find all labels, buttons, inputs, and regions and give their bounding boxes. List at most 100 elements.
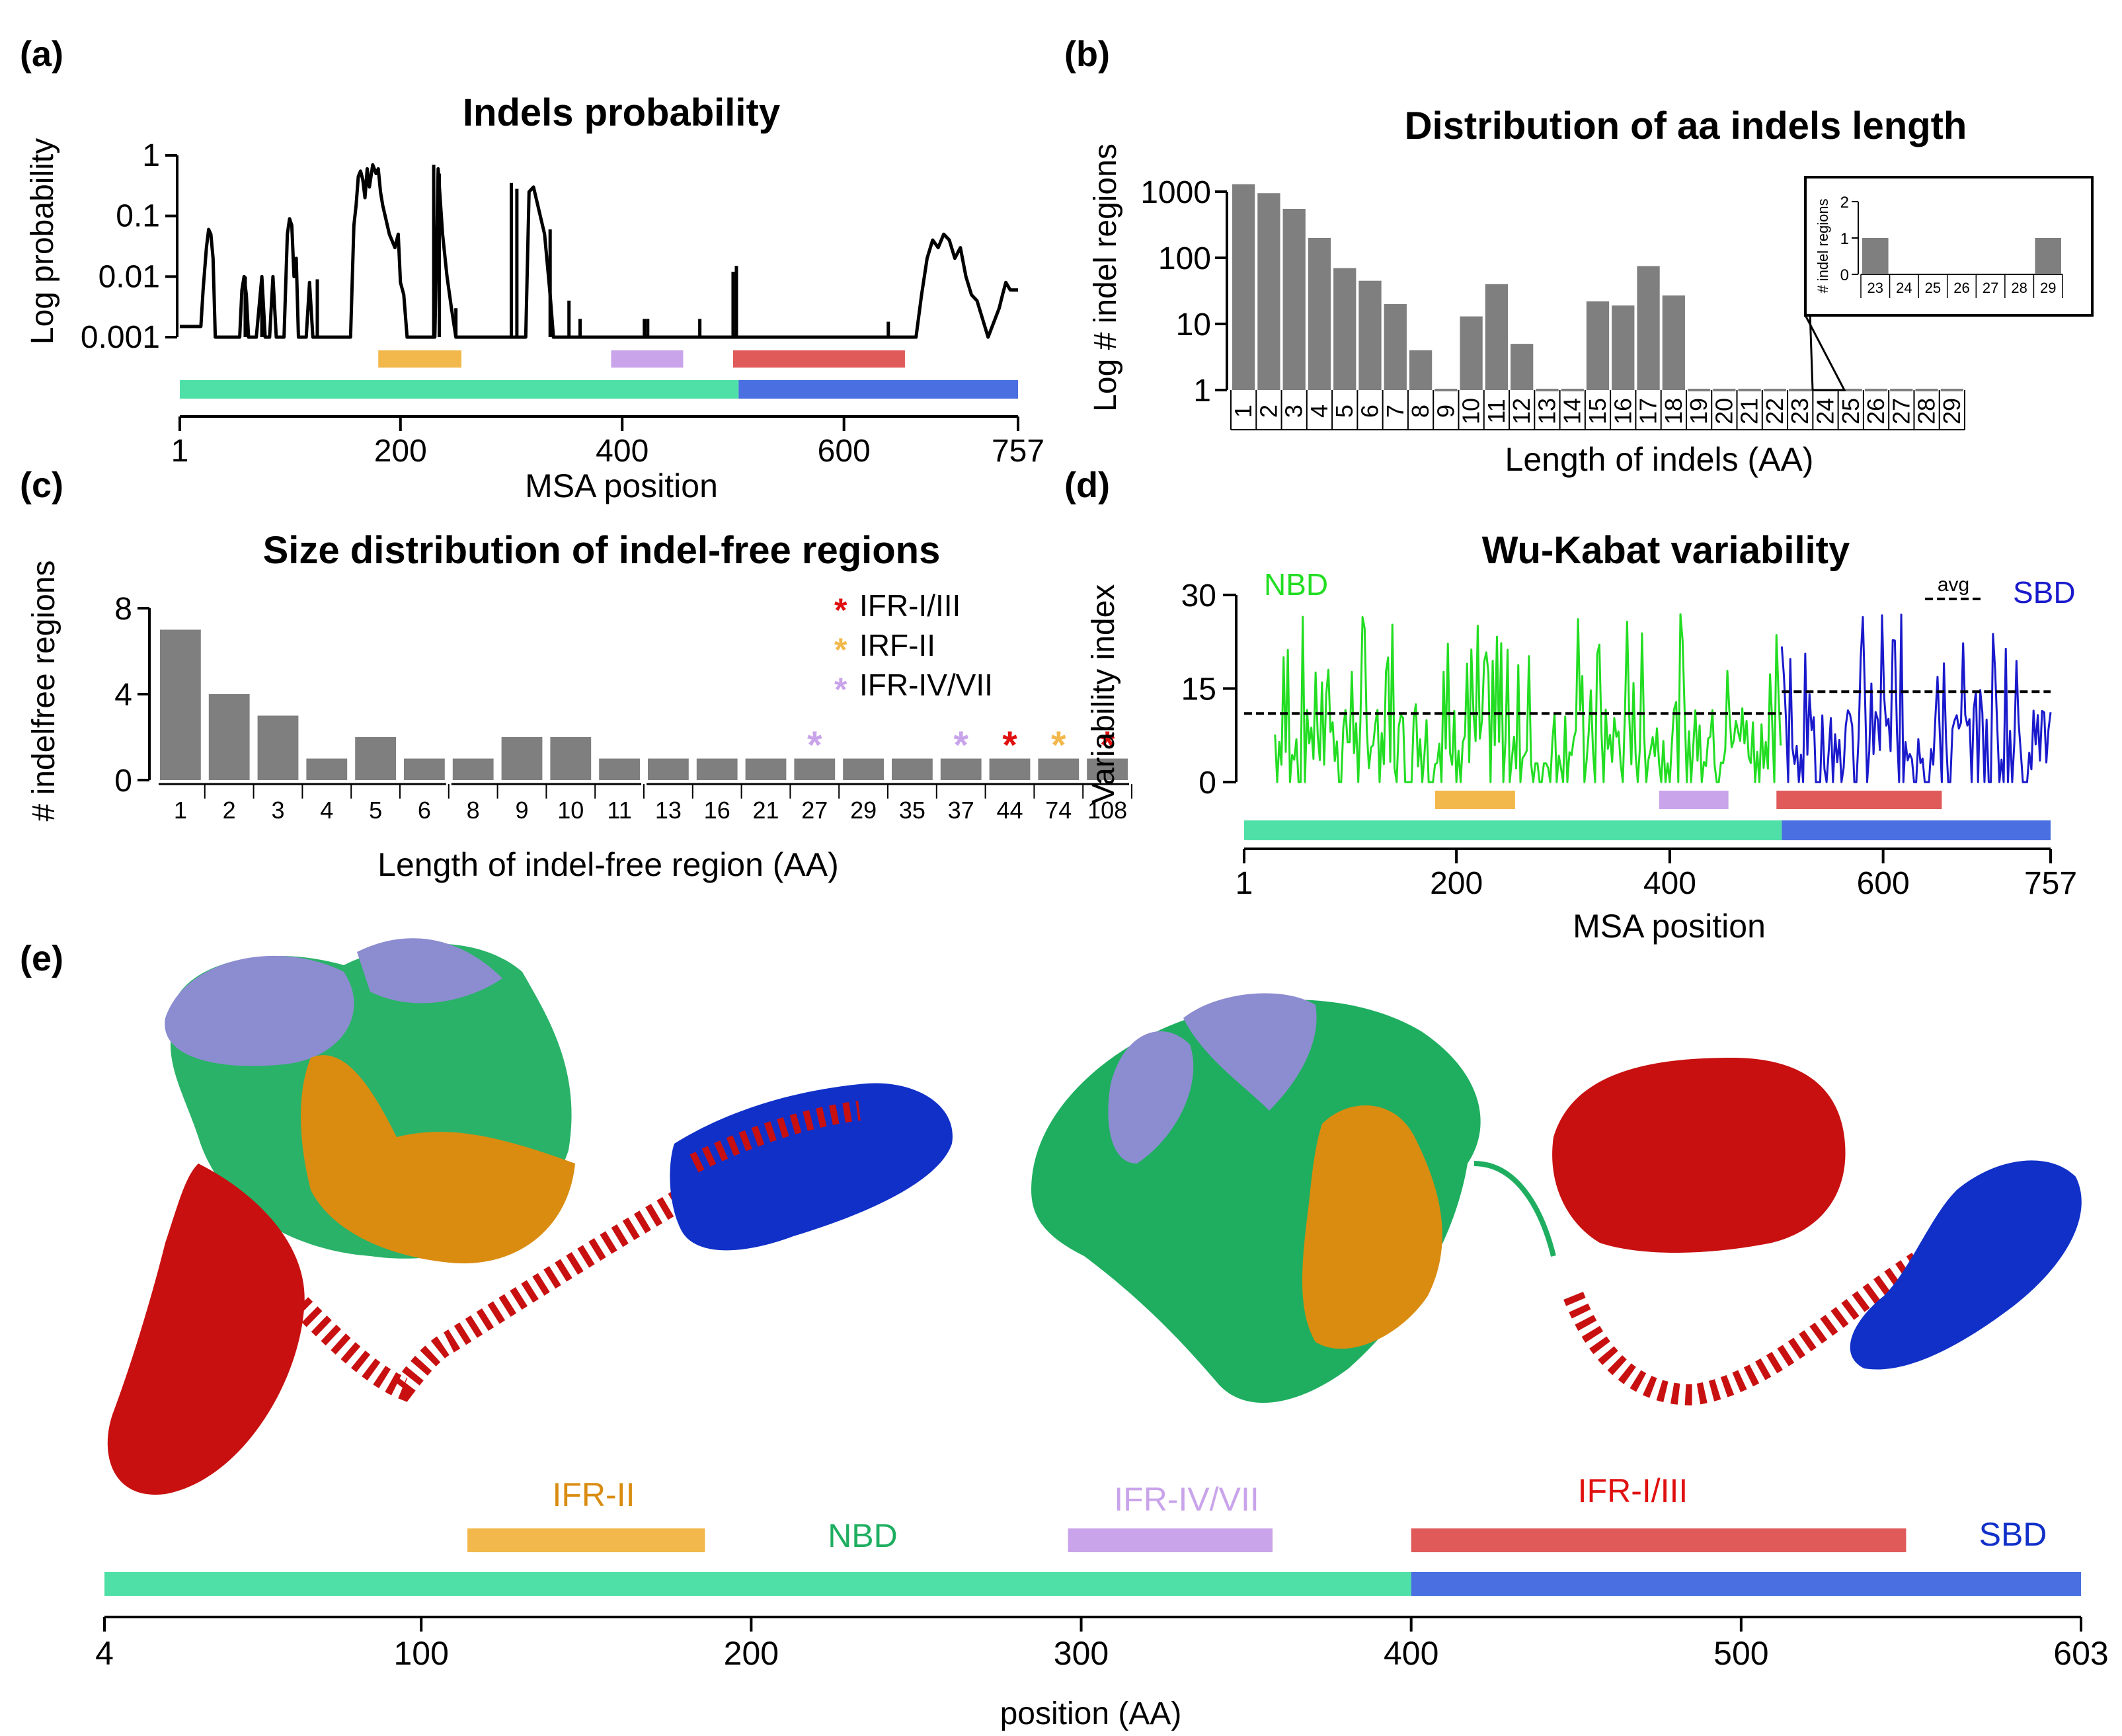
structure-left-lavender bbox=[165, 955, 354, 1066]
structure-right-lavender-2 bbox=[1183, 993, 1317, 1111]
panel-e-xlabel: position (AA) bbox=[1000, 1696, 1182, 1731]
panel-c-indel-free-regions: Size distribution of indel-free regions … bbox=[26, 529, 1132, 883]
significance-star: * bbox=[1051, 724, 1066, 767]
inset-bar bbox=[1862, 238, 1889, 274]
x-tick-label: 757 bbox=[992, 434, 1044, 469]
y-tick-label: 0.1 bbox=[116, 199, 160, 234]
panel-d-avg-label: avg bbox=[1938, 574, 1969, 596]
panel-c-xlabel: Length of indel-free region (AA) bbox=[377, 846, 839, 883]
x-tick-label: 17 bbox=[1635, 398, 1662, 424]
y-tick-label: 8 bbox=[114, 592, 132, 627]
bar bbox=[1586, 301, 1610, 390]
panel-d-ylabel: Variability index bbox=[1086, 584, 1121, 805]
panel-e-ifr-i-iii-label: IFR-I/III bbox=[1578, 1472, 1688, 1509]
bar bbox=[1257, 193, 1280, 390]
y-tick-label: 0 bbox=[114, 764, 132, 799]
inset-y-tick-label: 2 bbox=[1840, 194, 1849, 212]
panel-c-ylabel: # indelfree regions bbox=[26, 561, 61, 822]
x-tick-label: 1 bbox=[1230, 405, 1257, 418]
x-tick-label: 4 bbox=[95, 1635, 114, 1672]
x-tick-label: 9 bbox=[1432, 405, 1459, 418]
inset-x-tick-label: 25 bbox=[1925, 280, 1941, 296]
x-tick-label: 400 bbox=[596, 434, 648, 469]
x-tick-label: 18 bbox=[1660, 398, 1687, 424]
bar bbox=[1308, 237, 1331, 390]
domain-bar-nbd bbox=[104, 1572, 1411, 1596]
inset-y-tick-label: 1 bbox=[1840, 230, 1849, 248]
x-tick-label: 21 bbox=[1736, 398, 1763, 424]
bar bbox=[257, 715, 299, 780]
bar bbox=[1232, 184, 1255, 390]
bar bbox=[892, 758, 933, 780]
x-tick-label: 4 bbox=[320, 797, 333, 824]
x-tick-label: 23 bbox=[1786, 398, 1813, 424]
x-tick-label: 22 bbox=[1761, 398, 1788, 424]
bar bbox=[1460, 316, 1483, 390]
x-tick-label: 14 bbox=[1559, 398, 1586, 424]
bar bbox=[940, 758, 982, 780]
bar bbox=[550, 737, 592, 780]
x-tick-label: 2 bbox=[1255, 405, 1282, 418]
x-tick-label: 11 bbox=[607, 797, 631, 824]
bar bbox=[1485, 284, 1509, 390]
bar bbox=[696, 758, 738, 780]
panel-b-xlabel: Length of indels (AA) bbox=[1505, 441, 1814, 478]
x-tick-label: 10 bbox=[557, 797, 584, 824]
structure-right-lavender bbox=[1108, 1031, 1194, 1164]
x-tick-label: 6 bbox=[1356, 405, 1384, 418]
structure-left-blue bbox=[670, 1083, 953, 1251]
bar bbox=[1511, 344, 1534, 390]
x-tick-label: 29 bbox=[850, 797, 877, 824]
x-tick-label: 108 bbox=[1087, 797, 1127, 824]
panel-e-nbd-label: NBD bbox=[828, 1517, 898, 1554]
domain-bar-sbd bbox=[1411, 1572, 2081, 1596]
panel-b-ylabel: Log # indel regions bbox=[1088, 143, 1123, 412]
x-tick-label: 29 bbox=[1938, 398, 1965, 424]
panel-e-ifr-iv-vii-label: IFR-IV/VII bbox=[1114, 1481, 1259, 1518]
domain-bar-nbd bbox=[1244, 820, 1782, 840]
x-tick-label: 3 bbox=[271, 797, 284, 824]
bar bbox=[452, 758, 494, 780]
bar bbox=[1282, 208, 1306, 390]
x-tick-label: 16 bbox=[1609, 398, 1636, 424]
y-tick-label: 0.01 bbox=[98, 259, 160, 294]
x-tick-label: 26 bbox=[1862, 398, 1889, 424]
panel-c-title: Size distribution of indel-free regions bbox=[263, 529, 941, 572]
nbd-variability-line bbox=[1274, 613, 1782, 783]
bar bbox=[989, 758, 1031, 780]
significance-star: * bbox=[953, 724, 968, 767]
legend-label-irf-ii: IRF-II bbox=[859, 628, 935, 662]
panel-a-ylabel: Log probability bbox=[25, 138, 60, 344]
panel-d-nbd-label: NBD bbox=[1264, 567, 1328, 602]
x-tick-label: 4 bbox=[1306, 405, 1333, 418]
region-bar-ifr-iv-vii bbox=[1659, 791, 1729, 809]
bar bbox=[1637, 266, 1660, 390]
structure-left-lavender-2 bbox=[357, 938, 502, 1004]
bar bbox=[1662, 295, 1685, 390]
panel-e-sbd-label: SBD bbox=[1979, 1516, 2047, 1553]
inset-bar bbox=[2035, 238, 2061, 274]
structure-right-blue bbox=[1850, 1160, 2082, 1370]
panel-a-title: Indels probability bbox=[463, 91, 780, 134]
x-tick-label: 13 bbox=[1533, 398, 1560, 424]
structure-left bbox=[107, 938, 953, 1495]
panel-label-d: (d) bbox=[1064, 465, 1110, 505]
x-tick-label: 200 bbox=[724, 1635, 779, 1672]
structure-left-orange bbox=[301, 1055, 575, 1264]
significance-star: * bbox=[807, 724, 822, 767]
y-tick-label: 1 bbox=[142, 138, 160, 173]
panel-e-ifr-ii-label: IFR-II bbox=[553, 1476, 635, 1513]
y-tick-label: 15 bbox=[1181, 672, 1216, 707]
x-tick-label: 600 bbox=[818, 434, 871, 469]
y-tick-label: 1000 bbox=[1140, 175, 1211, 210]
legend-star-ifr-i-iii: * bbox=[834, 592, 847, 629]
panel-e-structures: IFR-II IFR-IV/VII IFR-I/III NBD SBD posi… bbox=[95, 938, 2109, 1731]
domain-bar-sbd bbox=[1782, 820, 2051, 840]
panel-d-title: Wu-Kabat variability bbox=[1482, 529, 1850, 572]
x-tick-label: 600 bbox=[1857, 866, 1910, 901]
x-tick-label: 21 bbox=[752, 797, 779, 824]
x-tick-label: 15 bbox=[1584, 398, 1611, 424]
y-tick-label: 30 bbox=[1181, 578, 1216, 613]
bar bbox=[501, 737, 543, 780]
